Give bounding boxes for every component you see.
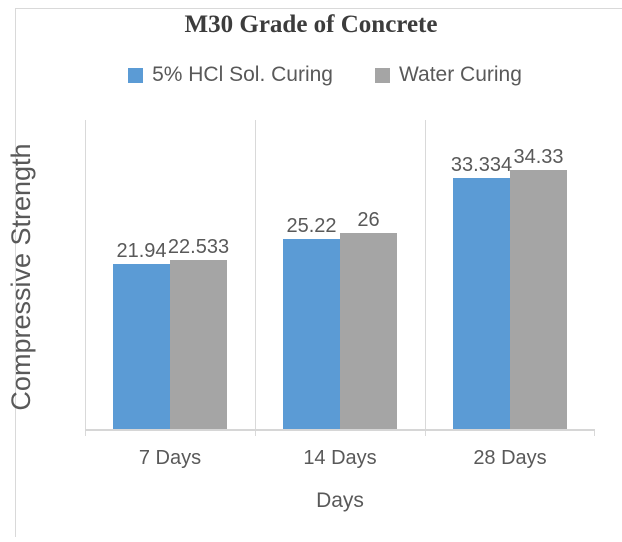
legend-swatch-icon [128,67,144,83]
legend-item-hcl-curing: 5% HCl Sol. Curing [128,63,333,87]
data-label: 34.33 [513,146,564,168]
chart-outer-border [15,8,622,537]
legend-label: Water Curing [398,63,522,86]
data-label: 26 [357,209,380,231]
data-label: 21.94 [116,240,167,262]
category-gridline [425,120,426,436]
legend-swatch-icon [374,67,390,83]
data-label: 22.533 [167,236,230,258]
x-axis-category-labels: 7 Days 14 Days 28 Days [85,447,595,471]
category-label-7-days: 7 Days [138,447,202,469]
x-axis-title: Days [316,489,364,512]
category-gridline [255,120,256,436]
category-gridline [85,120,86,436]
chart-title: M30 Grade of Concrete [184,11,438,38]
axis-tick [594,430,595,436]
x-axis-line [85,429,595,431]
bar-water-28-days [510,170,567,430]
legend-label: 5% HCl Sol. Curing [152,63,333,86]
y-axis-title: Compressive Strength [6,143,36,411]
data-label: 25.22 [286,215,337,237]
chart-legend: 5% HCl Sol. Curing Water Curing [0,63,622,87]
legend-item-water-curing: Water Curing [374,63,522,87]
category-label-28-days: 28 Days [473,447,547,469]
bar-hcl-28-days [453,178,510,430]
bar-water-7-days [170,260,227,430]
data-label: 33.334 [450,154,513,176]
bar-water-14-days [340,233,397,430]
bar-hcl-7-days [113,264,170,430]
bar-hcl-14-days [283,239,340,430]
category-label-14-days: 14 Days [303,447,377,469]
plot-area: 21.94 22.533 25.22 26 33.334 34.33 [85,120,595,436]
